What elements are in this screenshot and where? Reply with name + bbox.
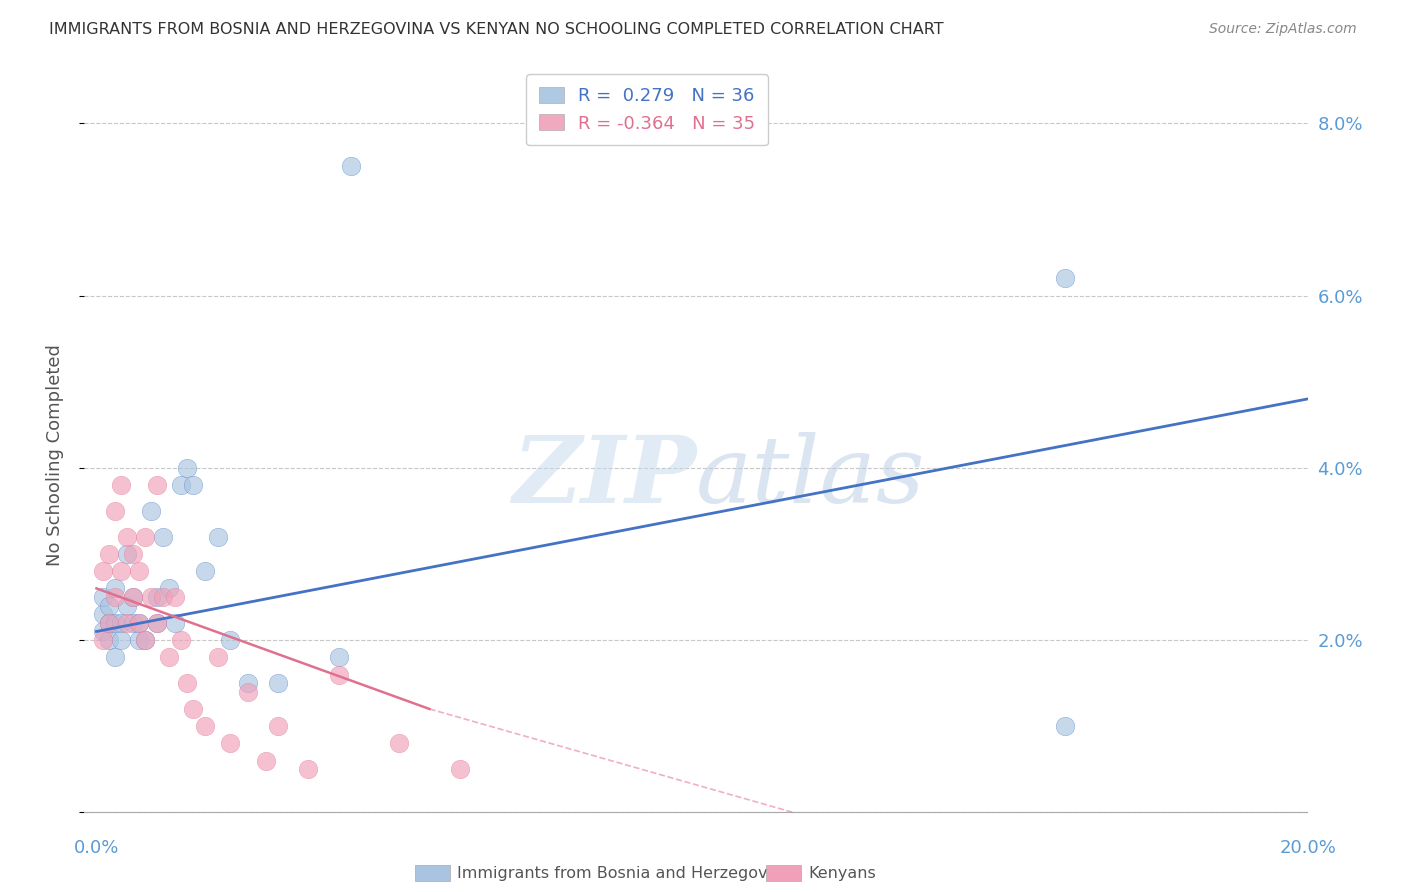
- Point: [218, 736, 240, 750]
- Point: [139, 504, 162, 518]
- Point: [104, 582, 127, 596]
- Point: [121, 547, 143, 561]
- Point: [157, 582, 180, 596]
- Point: [110, 615, 132, 630]
- Y-axis label: No Schooling Completed: No Schooling Completed: [45, 344, 63, 566]
- Point: [207, 530, 229, 544]
- Point: [328, 650, 350, 665]
- Point: [207, 650, 229, 665]
- Point: [297, 762, 319, 776]
- Text: ZIP: ZIP: [512, 433, 696, 523]
- Legend: R =  0.279   N = 36, R = -0.364   N = 35: R = 0.279 N = 36, R = -0.364 N = 35: [526, 74, 768, 145]
- Point: [267, 676, 290, 690]
- Point: [104, 650, 127, 665]
- Point: [183, 478, 205, 492]
- Point: [91, 590, 114, 604]
- Point: [97, 599, 120, 613]
- Point: [170, 633, 193, 648]
- Point: [152, 530, 174, 544]
- Point: [176, 676, 198, 690]
- Point: [157, 650, 180, 665]
- Point: [97, 633, 120, 648]
- Point: [128, 615, 150, 630]
- Point: [146, 615, 169, 630]
- Point: [194, 719, 217, 733]
- Text: Source: ZipAtlas.com: Source: ZipAtlas.com: [1209, 22, 1357, 37]
- Text: Kenyans: Kenyans: [808, 866, 876, 880]
- Point: [165, 590, 187, 604]
- Point: [91, 607, 114, 622]
- Text: IMMIGRANTS FROM BOSNIA AND HERZEGOVINA VS KENYAN NO SCHOOLING COMPLETED CORRELAT: IMMIGRANTS FROM BOSNIA AND HERZEGOVINA V…: [49, 22, 943, 37]
- Point: [128, 615, 150, 630]
- Point: [1054, 719, 1077, 733]
- Point: [97, 615, 120, 630]
- Point: [110, 633, 132, 648]
- Point: [236, 685, 259, 699]
- Point: [388, 736, 411, 750]
- Point: [340, 160, 363, 174]
- Text: Immigrants from Bosnia and Herzegovina: Immigrants from Bosnia and Herzegovina: [457, 866, 792, 880]
- Point: [121, 615, 143, 630]
- Point: [236, 676, 259, 690]
- Point: [115, 547, 138, 561]
- Point: [152, 590, 174, 604]
- Point: [1054, 271, 1077, 285]
- Point: [115, 615, 138, 630]
- Point: [104, 590, 127, 604]
- Point: [139, 590, 162, 604]
- Point: [110, 564, 132, 578]
- Point: [110, 478, 132, 492]
- Point: [121, 590, 143, 604]
- Point: [97, 547, 120, 561]
- Point: [449, 762, 471, 776]
- Point: [218, 633, 240, 648]
- Point: [91, 564, 114, 578]
- Point: [146, 590, 169, 604]
- Point: [134, 633, 156, 648]
- Text: atlas: atlas: [696, 433, 925, 523]
- Point: [134, 633, 156, 648]
- Point: [194, 564, 217, 578]
- Point: [128, 633, 150, 648]
- Point: [91, 624, 114, 639]
- Point: [91, 633, 114, 648]
- Point: [328, 667, 350, 681]
- Point: [104, 504, 127, 518]
- Point: [104, 615, 127, 630]
- Point: [121, 590, 143, 604]
- Point: [176, 460, 198, 475]
- Point: [146, 478, 169, 492]
- Point: [254, 754, 277, 768]
- Point: [115, 599, 138, 613]
- Point: [128, 564, 150, 578]
- Point: [146, 615, 169, 630]
- Point: [97, 615, 120, 630]
- Point: [115, 530, 138, 544]
- Point: [165, 615, 187, 630]
- Point: [267, 719, 290, 733]
- Point: [170, 478, 193, 492]
- Point: [134, 530, 156, 544]
- Point: [183, 702, 205, 716]
